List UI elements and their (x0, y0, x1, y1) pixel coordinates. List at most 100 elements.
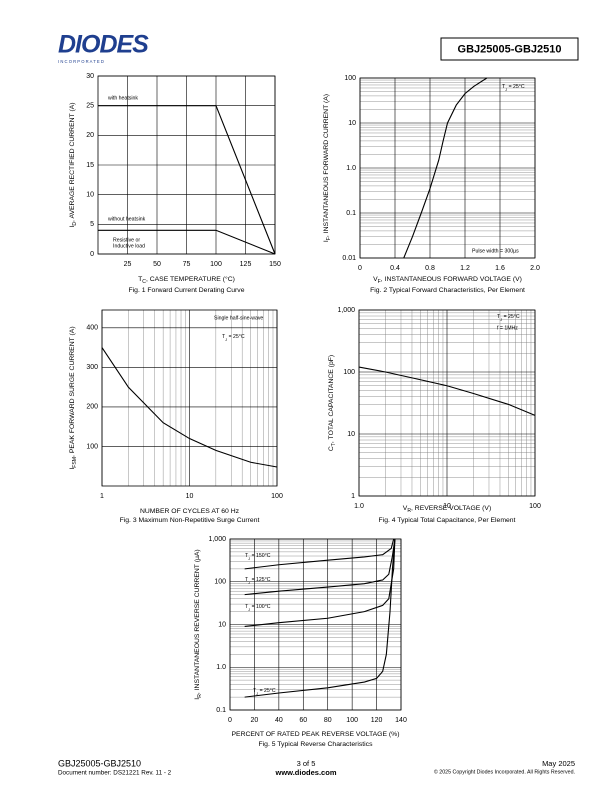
annotation-part: J (225, 337, 227, 342)
series-line (101, 347, 278, 468)
y-axis-label: ID, AVERAGE RECTIFIED CURRENT (A) (69, 102, 79, 227)
figure-caption: Fig. 5 Typical Reverse Characteristics (259, 741, 374, 748)
series-label: TJ = 100°C (245, 604, 271, 611)
y-axis-label-part: T (331, 443, 337, 446)
y-tick-label: 1,000 (208, 536, 226, 543)
x-tick-label: 120 (371, 717, 383, 724)
y-axis-label-part: , PEAK FORWARD SURGE CURRENT (A) (69, 326, 76, 457)
y-axis-label: CT, TOTAL CAPACITANCE (pF) (328, 355, 338, 451)
x-tick-label: 0.8 (425, 265, 435, 272)
footer-doc: Document number: DS21221 Rev. 11 - 2 (58, 770, 172, 777)
x-tick-label: 50 (153, 261, 161, 268)
annotation-part: J (505, 87, 507, 92)
x-tick-label: 40 (275, 717, 283, 724)
y-tick-label: 100 (214, 579, 226, 586)
x-tick-label: 20 (251, 717, 259, 724)
y-tick-label: 0.1 (346, 210, 356, 217)
x-tick-label: 1 (100, 493, 104, 500)
x-axis-label-part: , INSTANTANEOUS FORWARD VOLTAGE (V) (381, 276, 522, 283)
annotation: TJ = 25°C (497, 314, 520, 321)
figure-caption: Fig. 3 Maximum Non-Repetitive Surge Curr… (120, 517, 260, 524)
x-tick-label: 60 (299, 717, 307, 724)
series-line (98, 105, 276, 255)
series-label-part: J (248, 607, 250, 612)
figure-caption: Fig. 1 Forward Current Derating Curve (129, 287, 245, 294)
annotation-part: T (497, 314, 501, 320)
plot-frame (229, 538, 402, 711)
plot-frame (359, 77, 536, 259)
x-axis-label: TC, CASE TEMPERATURE (°C) (138, 275, 235, 286)
series-line (358, 366, 536, 416)
x-tick-label: 10 (186, 493, 194, 500)
footer-part: GBJ25005-GBJ2510 (58, 758, 141, 768)
y-axis-label-part: , TOTAL CAPACITANCE (pF) (328, 355, 335, 443)
y-tick-label: 5 (90, 221, 94, 228)
series-label-part: = 125°C (250, 577, 271, 583)
annotation: TJ = 25°C (502, 84, 525, 91)
series-label: TJ = 150°C (245, 553, 271, 560)
logo-sub: I N C O R P O R A T E D (58, 59, 104, 64)
series-line (244, 538, 396, 628)
x-axis-label-part: T (138, 276, 142, 283)
x-axis-label-part: , REVERSE VOLTAGE (V) (411, 505, 491, 512)
annotation-part: = 25°C (502, 314, 520, 320)
series-label-part: T (253, 688, 257, 694)
annotation: Pulse width = 300µs (472, 248, 519, 254)
series-label: TJ = 125°C (245, 577, 271, 584)
x-tick-label: 2.0 (530, 265, 540, 272)
series-line (403, 77, 488, 259)
footer-date: May 2025 (542, 759, 575, 768)
annotation-part: = 25°C (227, 334, 245, 340)
x-tick-label: 80 (324, 717, 332, 724)
x-axis-label-part: V (373, 276, 378, 283)
x-axis-label: NUMBER OF CYCLES AT 60 Hz (140, 508, 240, 515)
y-axis-label-part: I (69, 468, 76, 470)
footer-page: 3 of 5 (297, 759, 316, 768)
x-axis-label: PERCENT OF RATED PEAK REVERSE VOLTAGE (%… (232, 731, 400, 738)
plot-frame (358, 309, 536, 497)
y-tick-label: 25 (86, 103, 94, 110)
annotation-part: J (500, 317, 502, 322)
x-axis-label-part: V (403, 505, 408, 512)
series-line (244, 538, 395, 570)
annotation: TJ = 25°C (222, 334, 245, 341)
logo: DIODES (58, 31, 149, 59)
plot-frame (101, 309, 278, 487)
series-label-part: T (245, 577, 249, 583)
x-tick-label: 0 (228, 717, 232, 724)
y-axis-label: IFSM, PEAK FORWARD SURGE CURRENT (A) (69, 326, 79, 469)
y-tick-label: 1.0 (346, 165, 356, 172)
series-label: TJ = 25°C (253, 688, 276, 695)
y-axis-label-part: I (194, 698, 201, 700)
x-tick-label: 125 (240, 261, 252, 268)
y-tick-label: 0 (90, 251, 94, 258)
y-axis-label-part: , AVERAGE RECTIFIED CURRENT (A) (69, 102, 76, 221)
y-axis-label-part: FSM (72, 457, 78, 468)
annotation: Resistive or (113, 237, 140, 243)
y-tick-label: 100 (344, 75, 356, 82)
series-label-part: = 100°C (250, 604, 271, 610)
series-line (244, 538, 396, 596)
x-tick-label: 140 (395, 717, 407, 724)
y-tick-label: 15 (86, 162, 94, 169)
y-tick-label: 0.1 (216, 707, 226, 714)
x-tick-label: 1.6 (495, 265, 505, 272)
y-tick-label: 100 (86, 443, 98, 450)
y-axis-label: IF, INSTANTANEOUS FORWARD CURRENT (A) (323, 94, 333, 242)
x-axis-label-part: F (378, 279, 381, 285)
y-tick-label: 300 (86, 364, 98, 371)
annotation-part: T (222, 334, 226, 340)
x-axis-label: VF, INSTANTANEOUS FORWARD VOLTAGE (V) (373, 276, 522, 286)
y-tick-label: 1 (351, 493, 355, 500)
series-label-part: J (248, 556, 250, 561)
y-tick-label: 100 (343, 369, 355, 376)
series-label-part: J (256, 691, 258, 696)
x-tick-label: 100 (210, 261, 222, 268)
y-axis-label: IR, INSTANTANEOUS REVERSE CURRENT (µA) (194, 549, 204, 699)
x-tick-label: 100 (346, 717, 358, 724)
y-tick-label: 10 (348, 120, 356, 127)
y-tick-label: 200 (86, 404, 98, 411)
y-axis-label-part: , INSTANTANEOUS FORWARD CURRENT (A) (323, 94, 330, 237)
figure-caption: Fig. 4 Typical Total Capacitance, Per El… (379, 517, 516, 524)
annotation-part: = 25°C (507, 84, 525, 90)
